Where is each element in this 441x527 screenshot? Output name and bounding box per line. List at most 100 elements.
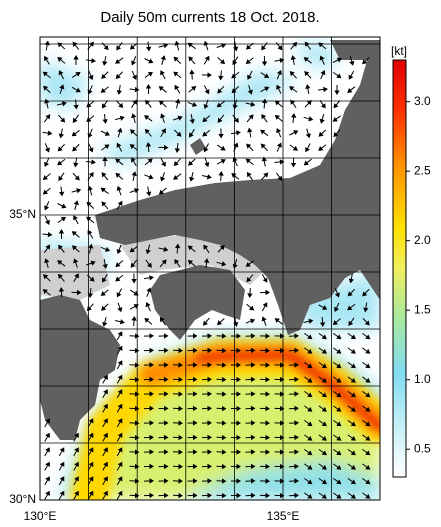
arrow-head: [134, 86, 140, 93]
arrow-head: [236, 376, 241, 383]
arrow-head: [133, 304, 139, 309]
arrow-head: [276, 84, 282, 90]
arrow-head: [303, 57, 309, 63]
arrow-head: [321, 334, 327, 340]
arrow-head: [221, 449, 227, 455]
arrow-head: [236, 130, 241, 136]
arrow-head: [304, 41, 310, 47]
arrow-head: [350, 435, 356, 441]
arrow-head: [279, 492, 285, 499]
arrow-head: [145, 99, 150, 105]
arrow-head: [187, 245, 193, 251]
arrow-head: [72, 41, 78, 47]
arrow-head: [163, 43, 169, 49]
arrow-head: [236, 434, 241, 441]
arrow-head: [236, 391, 241, 397]
arrow-head: [261, 316, 267, 322]
arrow-head: [134, 420, 140, 426]
arrow-head: [45, 418, 50, 424]
arrow-head: [207, 420, 212, 426]
arrow-head: [187, 42, 193, 48]
arrow-head: [265, 420, 270, 426]
arrow-head: [192, 434, 198, 441]
arrow-head: [58, 244, 63, 250]
arrow-head: [149, 434, 154, 441]
arrow-head: [192, 362, 198, 368]
arrow-head: [158, 100, 165, 106]
arrow-head: [307, 435, 313, 441]
arrow-head: [103, 432, 108, 438]
arrow-head: [101, 103, 107, 109]
map-title: Daily 50m currents 18 Oct. 2018.: [100, 9, 319, 26]
arrow-head: [192, 492, 198, 499]
arrow-head: [236, 449, 241, 455]
arrow-head: [265, 478, 270, 484]
arrow-head: [236, 478, 241, 484]
arrow-head: [263, 73, 270, 78]
arrow-head: [149, 449, 154, 455]
arrow-head: [45, 432, 50, 438]
arrow-head: [207, 478, 212, 484]
colorbar-tick-label: 2.5: [414, 163, 431, 177]
arrow-head: [348, 278, 354, 284]
arrow-head: [207, 333, 212, 339]
arrow-head: [47, 130, 53, 136]
arrow-head: [75, 72, 81, 77]
arrow-head: [86, 117, 92, 123]
arrow-head: [247, 127, 253, 133]
arrow-head: [101, 172, 107, 178]
arrow-head: [277, 45, 283, 51]
arrow-head: [57, 57, 63, 62]
arrow-head: [163, 492, 169, 499]
arrow-head: [349, 60, 355, 66]
arrow-head: [149, 420, 154, 426]
arrow-head: [149, 376, 154, 383]
arrow-head: [221, 376, 227, 383]
arrow-head: [103, 374, 108, 380]
arrow-head: [74, 476, 79, 482]
arrow-head: [158, 189, 165, 195]
arrow-head: [334, 306, 340, 312]
arrow-head: [163, 376, 169, 383]
arrow-head: [220, 159, 226, 164]
arrow-head: [45, 244, 51, 250]
arrow-head: [87, 89, 93, 95]
arrow-head: [294, 478, 299, 484]
arrow-head: [131, 157, 136, 163]
arrow-head: [192, 420, 198, 426]
arrow-head: [290, 113, 297, 118]
arrow-head: [321, 435, 327, 441]
arrow-head: [192, 347, 198, 354]
arrow-head: [279, 376, 285, 383]
arrow-head: [334, 90, 340, 95]
arrow-head: [146, 287, 152, 293]
arrow-head: [101, 73, 107, 79]
arrow-head: [336, 421, 342, 427]
arrow-head: [203, 244, 209, 250]
arrow-head: [274, 318, 280, 324]
arrow-head: [57, 146, 63, 152]
arrow-head: [192, 391, 198, 397]
arrow-head: [192, 478, 198, 484]
arrow-head: [365, 435, 371, 441]
arrow-head: [279, 159, 285, 165]
arrow-head: [250, 420, 256, 426]
arrow-head: [250, 478, 256, 484]
arrow-head: [131, 316, 137, 321]
arrow-head: [293, 130, 299, 135]
arrow-head: [336, 334, 342, 340]
arrow-head: [290, 55, 296, 61]
arrow-head: [131, 278, 137, 284]
arrow-head: [250, 376, 256, 383]
arrow-head: [333, 103, 339, 109]
arrow-head: [247, 89, 253, 95]
arrow-head: [246, 277, 252, 283]
arrow-head: [58, 133, 64, 139]
arrow-head: [350, 493, 356, 499]
arrow-head: [60, 117, 66, 123]
arrow-head: [221, 420, 227, 426]
arrow-head: [145, 84, 152, 89]
arrow-head: [216, 320, 223, 326]
arrow-head: [347, 305, 353, 311]
arrow-head: [250, 362, 256, 368]
